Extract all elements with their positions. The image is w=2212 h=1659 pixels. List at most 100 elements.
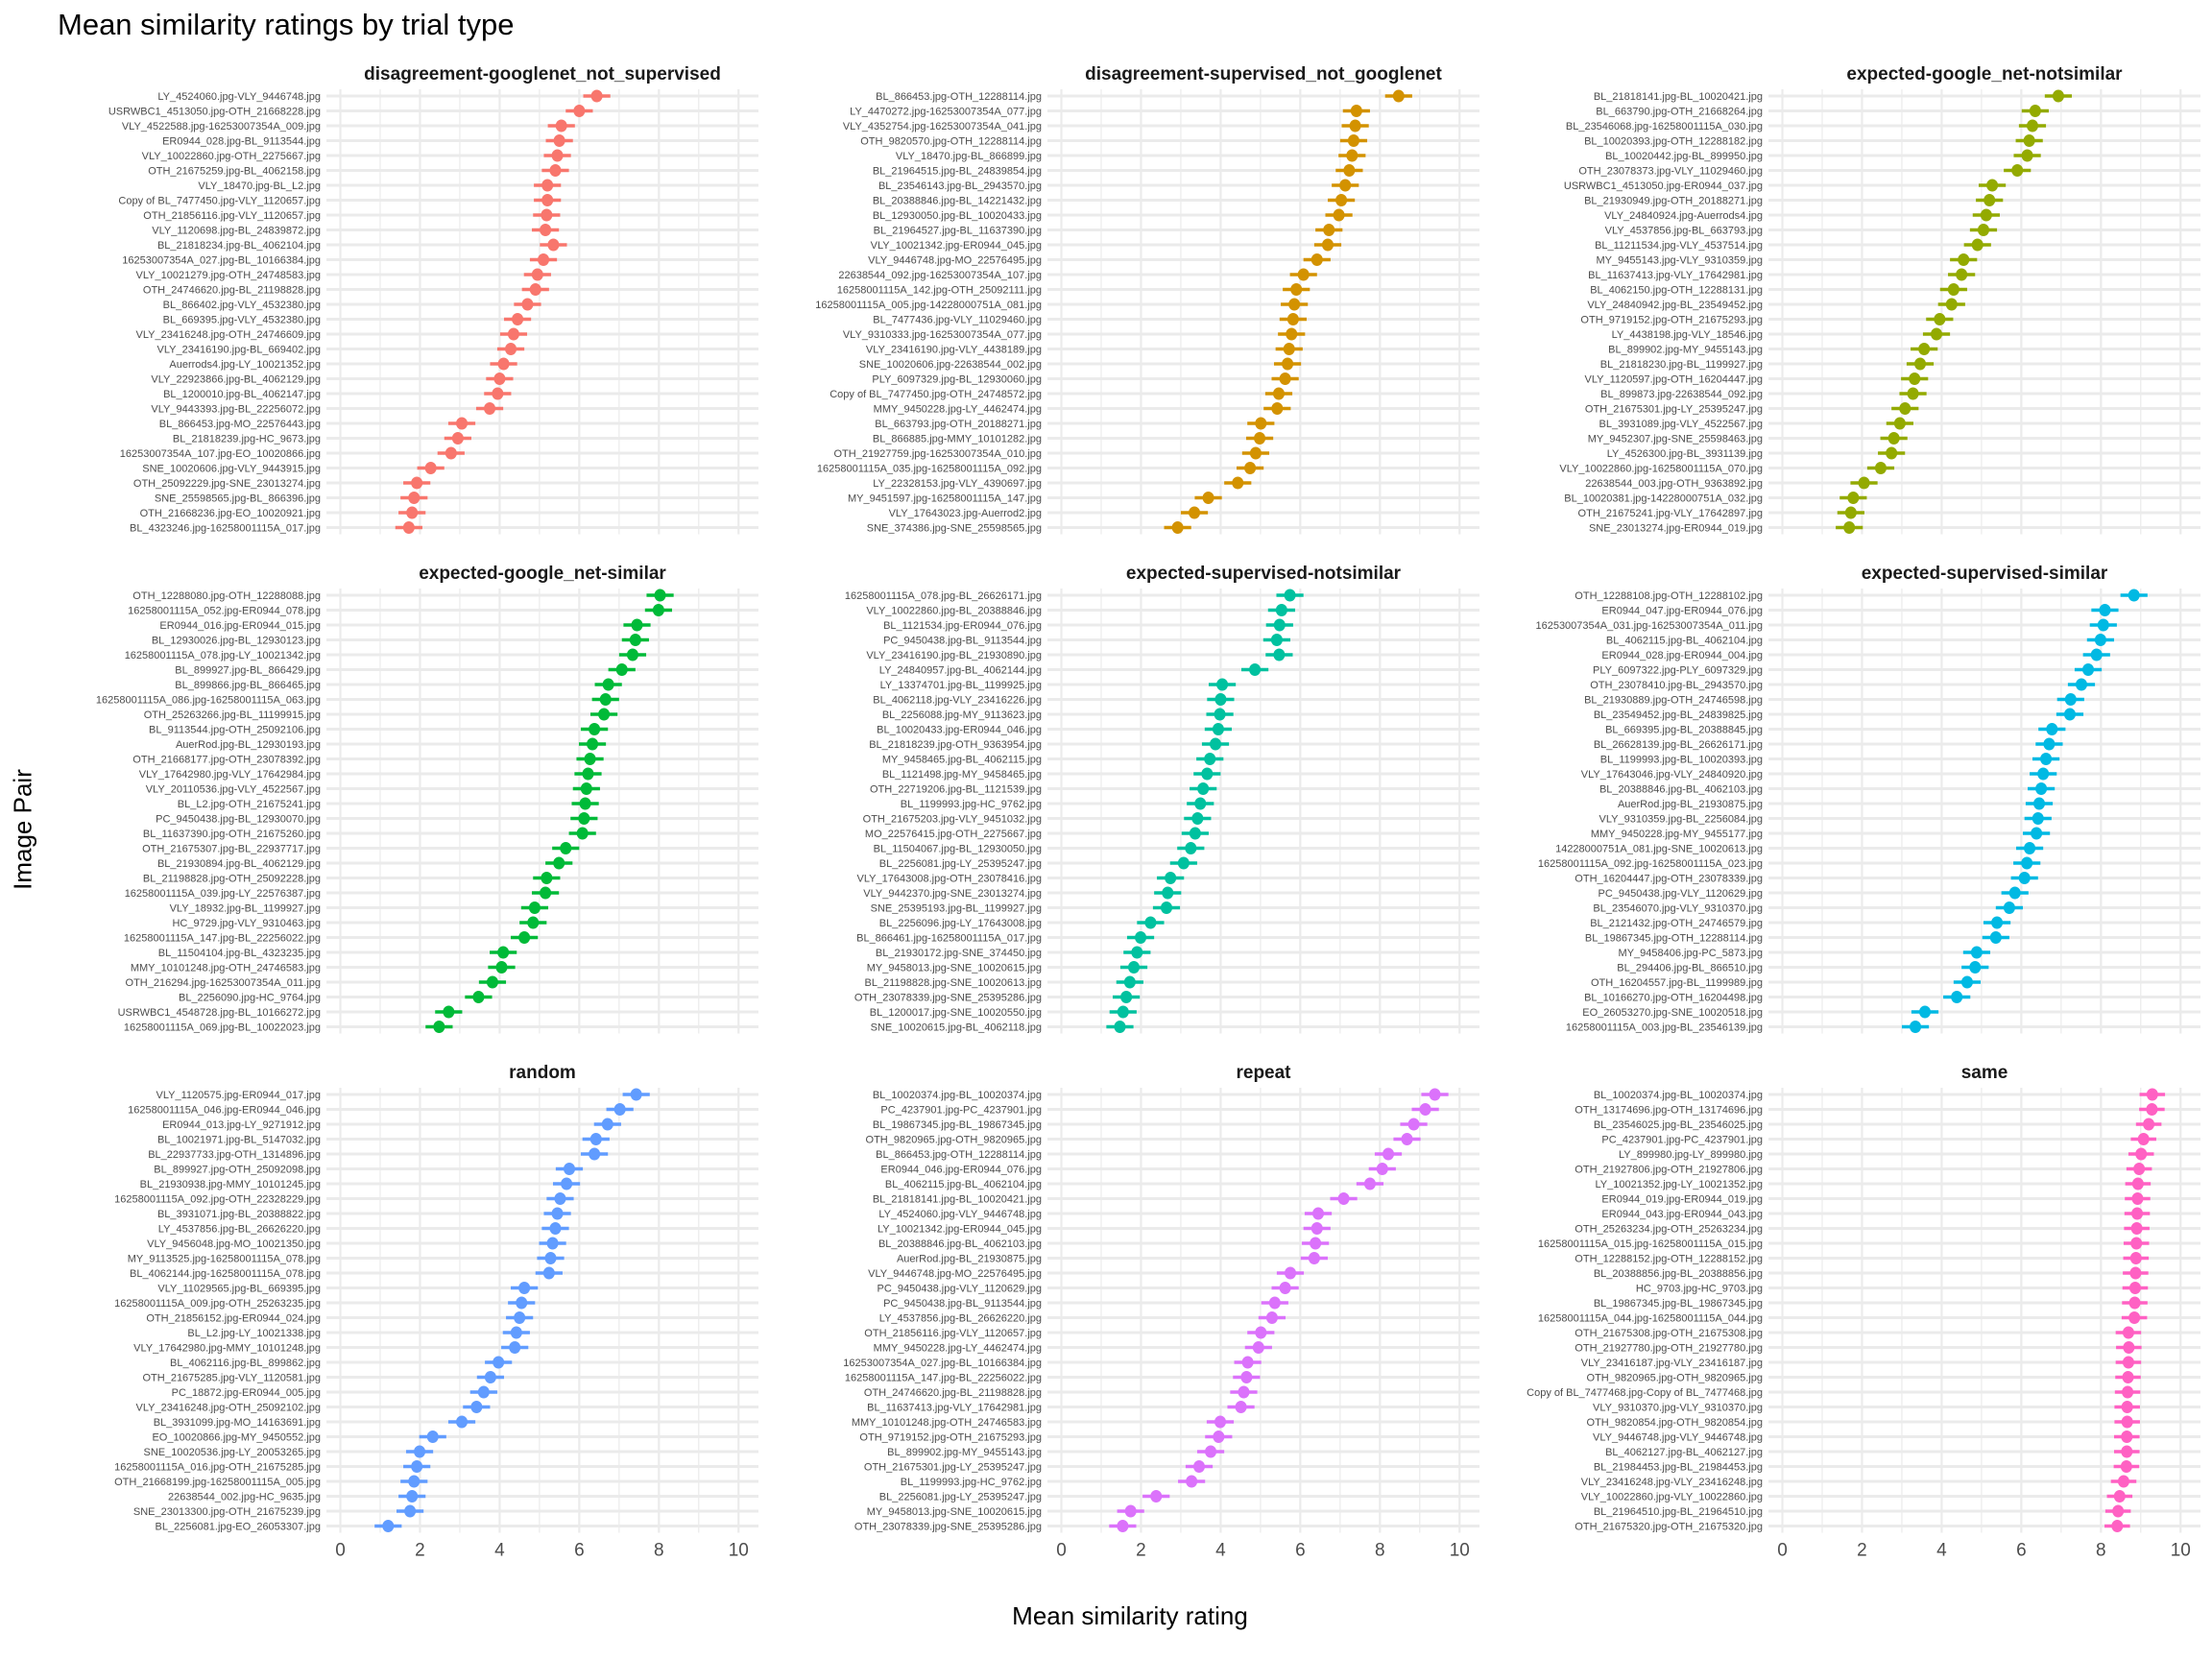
data-point xyxy=(1844,506,1857,519)
data-point xyxy=(382,1520,395,1532)
y-tick-label: VLY_10021279.jpg-OTH_24748583.jpg xyxy=(136,270,321,281)
y-tick-label: BL_10020374.jpg-BL_10020374.jpg xyxy=(1594,1090,1763,1101)
data-point xyxy=(1162,886,1174,900)
data-point xyxy=(589,1147,601,1161)
data-point xyxy=(1297,268,1310,281)
data-point xyxy=(1429,1088,1441,1101)
data-point xyxy=(1991,916,2004,929)
y-tick-label: SNE_10020606.jpg-VLY_9443915.jpg xyxy=(142,464,321,475)
y-tick-label: 16258001115A_035.jpg-16258001115A_092.jp… xyxy=(817,464,1042,475)
y-tick-label: SNE_10020606.jpg-22638544_002.jpg xyxy=(859,359,1042,371)
y-tick-label: BL_4062116.jpg-BL_899862.jpg xyxy=(170,1358,321,1369)
y-tick-label: BL_899927.jpg-BL_866429.jpg xyxy=(175,665,321,677)
y-tick-label: HC_9703.jpg-HC_9703.jpg xyxy=(1636,1284,1763,1295)
y-tick-label: OTH_13174696.jpg-OTH_13174696.jpg xyxy=(1575,1105,1763,1117)
data-point xyxy=(554,1192,566,1205)
data-point xyxy=(578,812,590,825)
data-point xyxy=(2121,1431,2133,1443)
data-point xyxy=(456,417,469,430)
data-point xyxy=(497,357,510,371)
y-tick-label: BL_10020374.jpg-BL_10020374.jpg xyxy=(873,1090,1042,1101)
y-tick-label: OTH_12288108.jpg-OTH_12288102.jpg xyxy=(1575,590,1763,602)
data-point xyxy=(1249,446,1262,460)
data-point xyxy=(613,1103,626,1116)
data-point xyxy=(598,708,611,721)
y-tick-label: OTH_21675301.jpg-LY_25395247.jpg xyxy=(1585,404,1763,416)
data-point xyxy=(1265,1311,1278,1324)
y-tick-label: OTH_21675308.jpg-OTH_21675308.jpg xyxy=(1575,1328,1763,1339)
y-tick-label: ER0944_028.jpg-ER0944_004.jpg xyxy=(1601,650,1763,661)
y-tick-label: ER0944_046.jpg-ER0944_076.jpg xyxy=(880,1165,1042,1176)
data-point xyxy=(555,119,567,132)
y-tick-label: BL_23546070.jpg-VLY_9310370.jpg xyxy=(1593,903,1763,915)
y-tick-label: OTH_9820854.jpg-OTH_9820854.jpg xyxy=(1587,1417,1763,1429)
data-point xyxy=(2018,872,2031,884)
data-point xyxy=(1958,253,1970,266)
data-point xyxy=(1363,1177,1376,1190)
data-point xyxy=(406,506,419,519)
data-point xyxy=(424,462,437,474)
y-tick-label: OTH_9820965.jpg-OTH_9820965.jpg xyxy=(1587,1373,1763,1384)
y-tick-label: OTH_21675301.jpg-LY_25395247.jpg xyxy=(864,1462,1042,1474)
data-point xyxy=(1271,402,1284,415)
data-point xyxy=(587,737,599,751)
y-tick-label: PLY_6097322.jpg-PLY_6097329.jpg xyxy=(1593,665,1763,677)
y-tick-label: AuerRod.jpg-BL_21930875.jpg xyxy=(897,1254,1042,1265)
data-point xyxy=(652,604,664,616)
data-point xyxy=(2011,164,2024,177)
data-point xyxy=(1193,1460,1206,1473)
data-point xyxy=(1843,521,1856,534)
data-point xyxy=(560,842,572,854)
data-point xyxy=(1128,961,1140,974)
data-point xyxy=(1177,856,1190,870)
y-tick-label: BL_10020442.jpg-BL_899950.jpg xyxy=(1605,151,1763,162)
facet-strip-title: random xyxy=(509,1063,576,1083)
data-point xyxy=(509,1341,521,1354)
data-point xyxy=(1407,1118,1420,1131)
y-tick-label: BL_12930026.jpg-BL_12930123.jpg xyxy=(152,636,321,647)
y-tick-label: MY_9458465.jpg-BL_4062115.jpg xyxy=(882,755,1042,766)
y-tick-label: BL_21198828.jpg-OTH_25092228.jpg xyxy=(143,874,321,885)
data-point xyxy=(654,589,666,602)
x-tick-label: 2 xyxy=(1857,1541,1867,1561)
data-point xyxy=(579,797,591,810)
data-point xyxy=(492,387,504,400)
y-tick-label: BL_10020381.jpg-14228000751A_032.jpg xyxy=(1564,493,1763,505)
data-point xyxy=(599,693,612,706)
data-point xyxy=(1931,327,1943,341)
y-tick-label: BL_21930172.jpg-SNE_374450.jpg xyxy=(876,948,1042,959)
y-tick-label: SNE_25395193.jpg-BL_1199927.jpg xyxy=(871,903,1042,915)
data-point xyxy=(544,1252,557,1264)
data-point xyxy=(589,1133,602,1145)
y-tick-label: BL_4062127.jpg-BL_4062127.jpg xyxy=(1605,1447,1763,1458)
data-point xyxy=(1124,1504,1137,1518)
y-tick-label: BL_1199993.jpg-BL_10020393.jpg xyxy=(1600,755,1763,766)
data-point xyxy=(1886,446,1898,460)
y-tick-label: VLY_23416190.jpg-VLY_4438189.jpg xyxy=(866,345,1042,356)
data-point xyxy=(2094,634,2106,646)
data-point xyxy=(2026,119,2038,132)
data-point xyxy=(2143,1118,2155,1131)
data-point xyxy=(1255,417,1267,430)
y-tick-label: USRWBC1_4513050.jpg-ER0944_037.jpg xyxy=(1564,180,1763,192)
data-point xyxy=(1273,648,1286,661)
y-tick-label: AuerRod.jpg-BL_21930875.jpg xyxy=(1618,799,1763,810)
data-point xyxy=(1201,767,1214,781)
y-tick-label: 16258001115A_147.jpg-BL_22256022.jpg xyxy=(845,1373,1042,1384)
data-point xyxy=(1150,1490,1163,1503)
data-point xyxy=(541,872,553,884)
data-point xyxy=(602,678,614,691)
data-point xyxy=(2128,1311,2141,1324)
y-tick-label: BL_23546068.jpg-16258001115A_030.jpg xyxy=(1566,121,1763,132)
data-point xyxy=(1241,1356,1254,1369)
y-tick-label: BL_L2.jpg-OTH_21675241.jpg xyxy=(178,799,321,810)
y-tick-label: LY_10021352.jpg-LY_10021352.jpg xyxy=(1595,1179,1763,1190)
y-tick-label: BL_3931071.jpg-BL_20388822.jpg xyxy=(157,1209,321,1220)
y-tick-label: LY_13374701.jpg-BL_1199925.jpg xyxy=(880,680,1042,691)
data-point xyxy=(2131,1177,2144,1190)
data-point xyxy=(493,1356,505,1369)
data-point xyxy=(2032,812,2044,825)
y-tick-label: OTH_21856152.jpg-ER0944_024.jpg xyxy=(146,1313,321,1325)
data-point xyxy=(2131,1192,2144,1205)
